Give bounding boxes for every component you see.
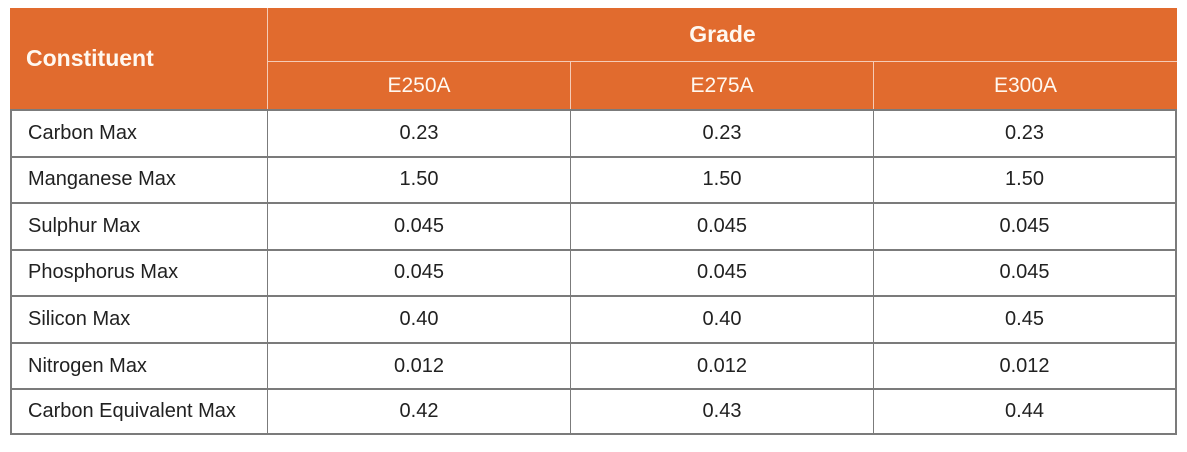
value-cell: 0.045: [874, 202, 1177, 249]
value-cell: 0.012: [571, 341, 874, 389]
grade-column-header-e300a: E300A: [874, 62, 1177, 109]
value-cell: 1.50: [268, 155, 571, 203]
value-cell: 1.50: [874, 155, 1177, 203]
grade-header-cell: Grade: [268, 8, 1177, 62]
value-cell: 0.43: [571, 388, 874, 435]
constituent-cell: Sulphur Max: [10, 202, 268, 249]
constituent-cell: Carbon Max: [10, 109, 268, 156]
constituent-cell: Nitrogen Max: [10, 341, 268, 389]
constituent-cell: Manganese Max: [10, 155, 268, 203]
value-cell: 0.045: [268, 202, 571, 249]
grade-column-header-e275a: E275A: [571, 62, 874, 109]
value-cell: 0.012: [268, 341, 571, 389]
value-cell: 0.40: [268, 295, 571, 342]
value-cell: 0.012: [874, 341, 1177, 389]
constituent-cell: Phosphorus Max: [10, 248, 268, 296]
constituent-header-cell: Constituent: [10, 8, 268, 109]
constituent-cell: Carbon Equivalent Max: [10, 388, 268, 435]
value-cell: 0.045: [874, 248, 1177, 296]
constituent-cell: Silicon Max: [10, 295, 268, 342]
value-cell: 0.45: [874, 295, 1177, 342]
value-cell: 0.42: [268, 388, 571, 435]
value-cell: 0.23: [268, 109, 571, 156]
value-cell: 0.045: [571, 202, 874, 249]
value-cell: 0.23: [571, 109, 874, 156]
grade-column-header-e250a: E250A: [268, 62, 571, 109]
value-cell: 0.44: [874, 388, 1177, 435]
value-cell: 0.045: [268, 248, 571, 296]
value-cell: 0.40: [571, 295, 874, 342]
steel-grades-composition-table: Constituent Grade E250A E275A E300A Carb…: [10, 8, 1177, 435]
value-cell: 0.23: [874, 109, 1177, 156]
value-cell: 1.50: [571, 155, 874, 203]
value-cell: 0.045: [571, 248, 874, 296]
